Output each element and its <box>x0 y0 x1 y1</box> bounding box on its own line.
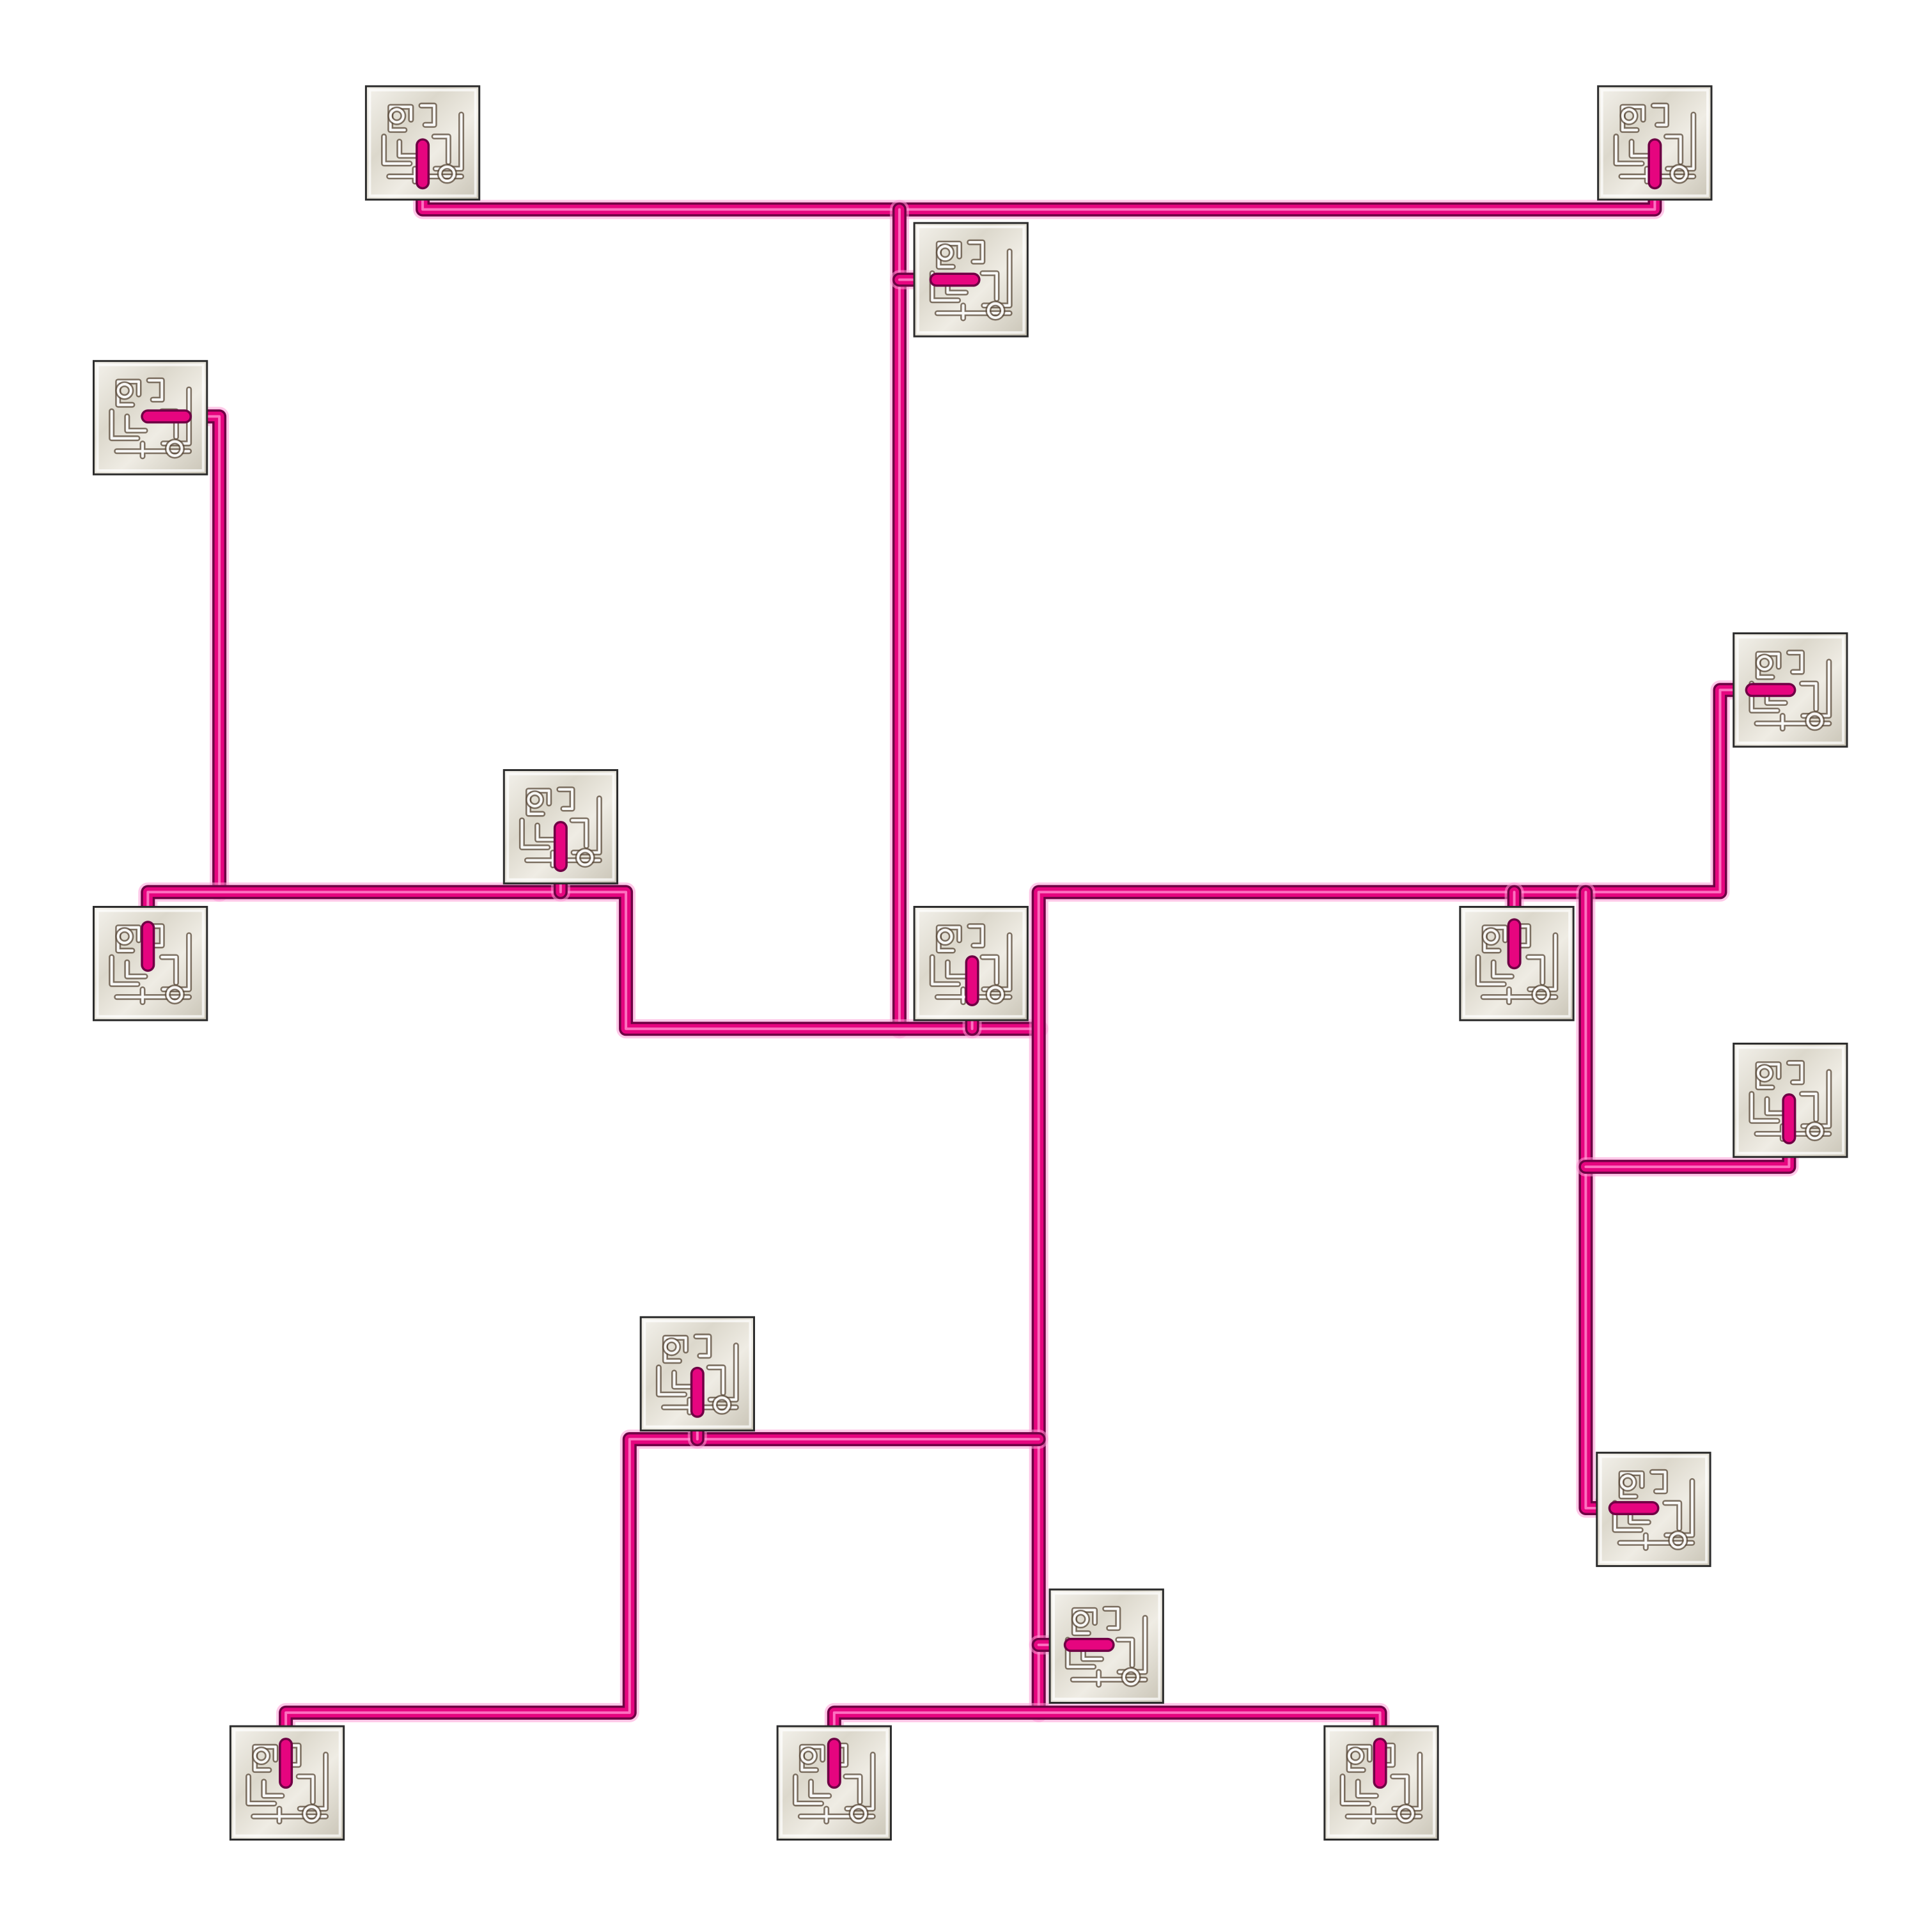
node-stubs <box>141 138 1796 1789</box>
wire-left-vertical <box>138 407 230 902</box>
wire-top-bus <box>413 136 1665 219</box>
wire-bottom-bus <box>824 1702 1390 1791</box>
wire-lower-center-branch <box>276 1430 1048 1791</box>
wire-right-trunk <box>1576 882 1662 1518</box>
